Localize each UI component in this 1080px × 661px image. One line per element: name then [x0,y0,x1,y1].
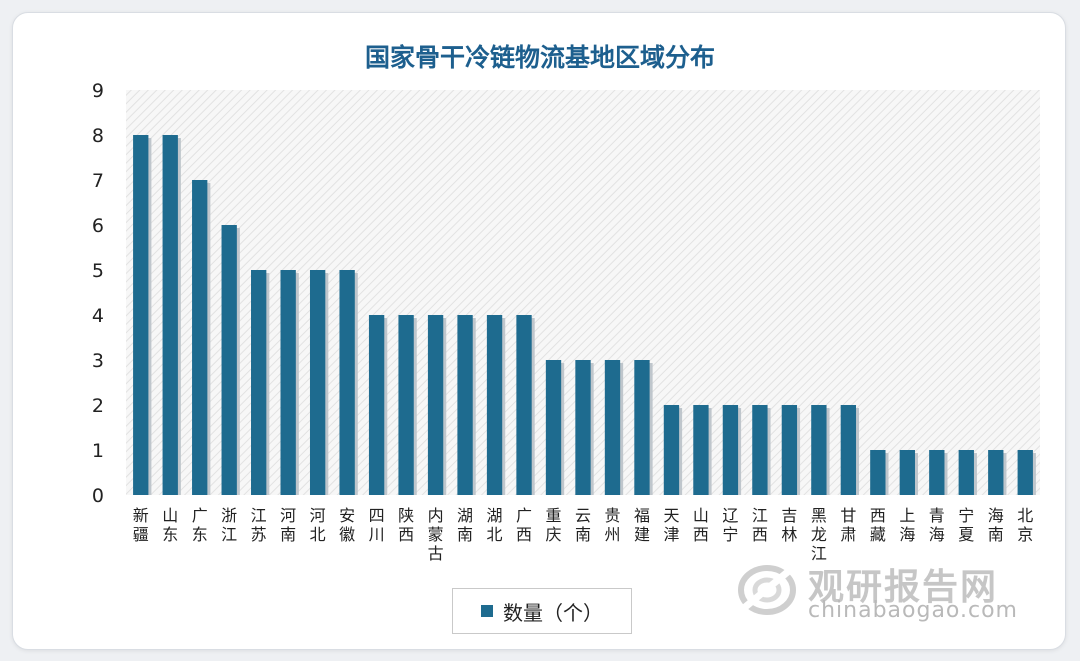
x-tick-label: 广东 [192,506,208,544]
bar-内蒙古 [428,315,443,495]
bar-江苏 [251,270,266,495]
x-tick-label: 广西 [516,506,532,544]
y-tick-label: 2 [92,395,104,417]
bar-青海 [929,450,944,495]
legend-label: 数量（个） [503,597,603,626]
bar-江西 [752,405,767,495]
bar-云南 [575,360,590,495]
bar-上海 [900,450,915,495]
x-tick-label: 河北 [310,506,326,544]
watermark-en: chinabaogao.com [808,598,1018,623]
bar-山西 [693,405,708,495]
y-tick-label: 0 [92,485,104,507]
bar-辽宁 [723,405,738,495]
bar-陕西 [398,315,413,495]
bar-吉林 [782,405,797,495]
x-tick-label: 甘肃 [840,506,856,544]
x-tick-label: 江苏 [251,506,267,544]
x-tick-label: 江西 [752,506,768,544]
bar-北京 [1018,450,1033,495]
y-tick-label: 5 [92,260,104,282]
bar-福建 [634,360,649,495]
x-tick-label: 海南 [988,506,1004,544]
bar-甘肃 [841,405,856,495]
bar-广东 [192,180,207,495]
x-tick-label: 安徽 [339,506,355,544]
x-tick-label: 重庆 [546,506,562,544]
bar-重庆 [546,360,561,495]
x-tick-label: 贵州 [604,506,620,544]
bar-天津 [664,405,679,495]
y-tick-label: 7 [92,170,104,192]
x-tick-label: 北京 [1017,506,1033,544]
x-tick-label: 山西 [693,506,709,544]
x-tick-label: 四川 [369,506,385,544]
bar-安徽 [339,270,354,495]
x-tick-label: 湖南 [457,506,473,544]
x-tick-label: 青海 [929,506,945,544]
x-tick-label: 山东 [162,506,178,544]
legend: 数量（个） [452,588,632,634]
y-tick-label: 9 [92,80,104,102]
y-tick-label: 6 [92,215,104,237]
bar-湖南 [457,315,472,495]
x-tick-label: 宁夏 [958,506,974,544]
x-tick-label: 黑龙江 [811,506,827,563]
bar-宁夏 [959,450,974,495]
bar-广西 [516,315,531,495]
bar-新疆 [133,135,148,495]
bar-海南 [988,450,1003,495]
bar-贵州 [605,360,620,495]
x-tick-label: 上海 [899,506,915,544]
watermark: 观研报告网 chinabaogao.com [738,558,1038,628]
bar-河北 [310,270,325,495]
y-tick-label: 4 [92,305,104,327]
x-tick-label: 河南 [280,506,296,544]
bar-四川 [369,315,384,495]
x-tick-label: 云南 [575,506,591,544]
x-tick-label: 内蒙古 [428,506,444,563]
x-tick-label: 天津 [663,506,679,544]
legend-swatch [481,605,493,617]
y-tick-label: 3 [92,350,104,372]
x-tick-label: 陕西 [398,506,414,544]
bar-河南 [280,270,295,495]
bar-湖北 [487,315,502,495]
x-tick-label: 吉林 [781,506,797,544]
bar-黑龙江 [811,405,826,495]
bar-浙江 [222,225,237,495]
watermark-logo-icon [738,560,796,616]
x-tick-label: 新疆 [133,506,149,544]
x-tick-label: 浙江 [221,506,237,544]
bar-西藏 [870,450,885,495]
bar-山东 [163,135,178,495]
x-tick-label: 湖北 [487,506,503,544]
x-tick-label: 西藏 [870,506,886,544]
x-tick-label: 福建 [634,506,650,544]
y-tick-label: 1 [92,440,104,462]
x-tick-label: 辽宁 [722,506,738,544]
y-tick-label: 8 [92,125,104,147]
